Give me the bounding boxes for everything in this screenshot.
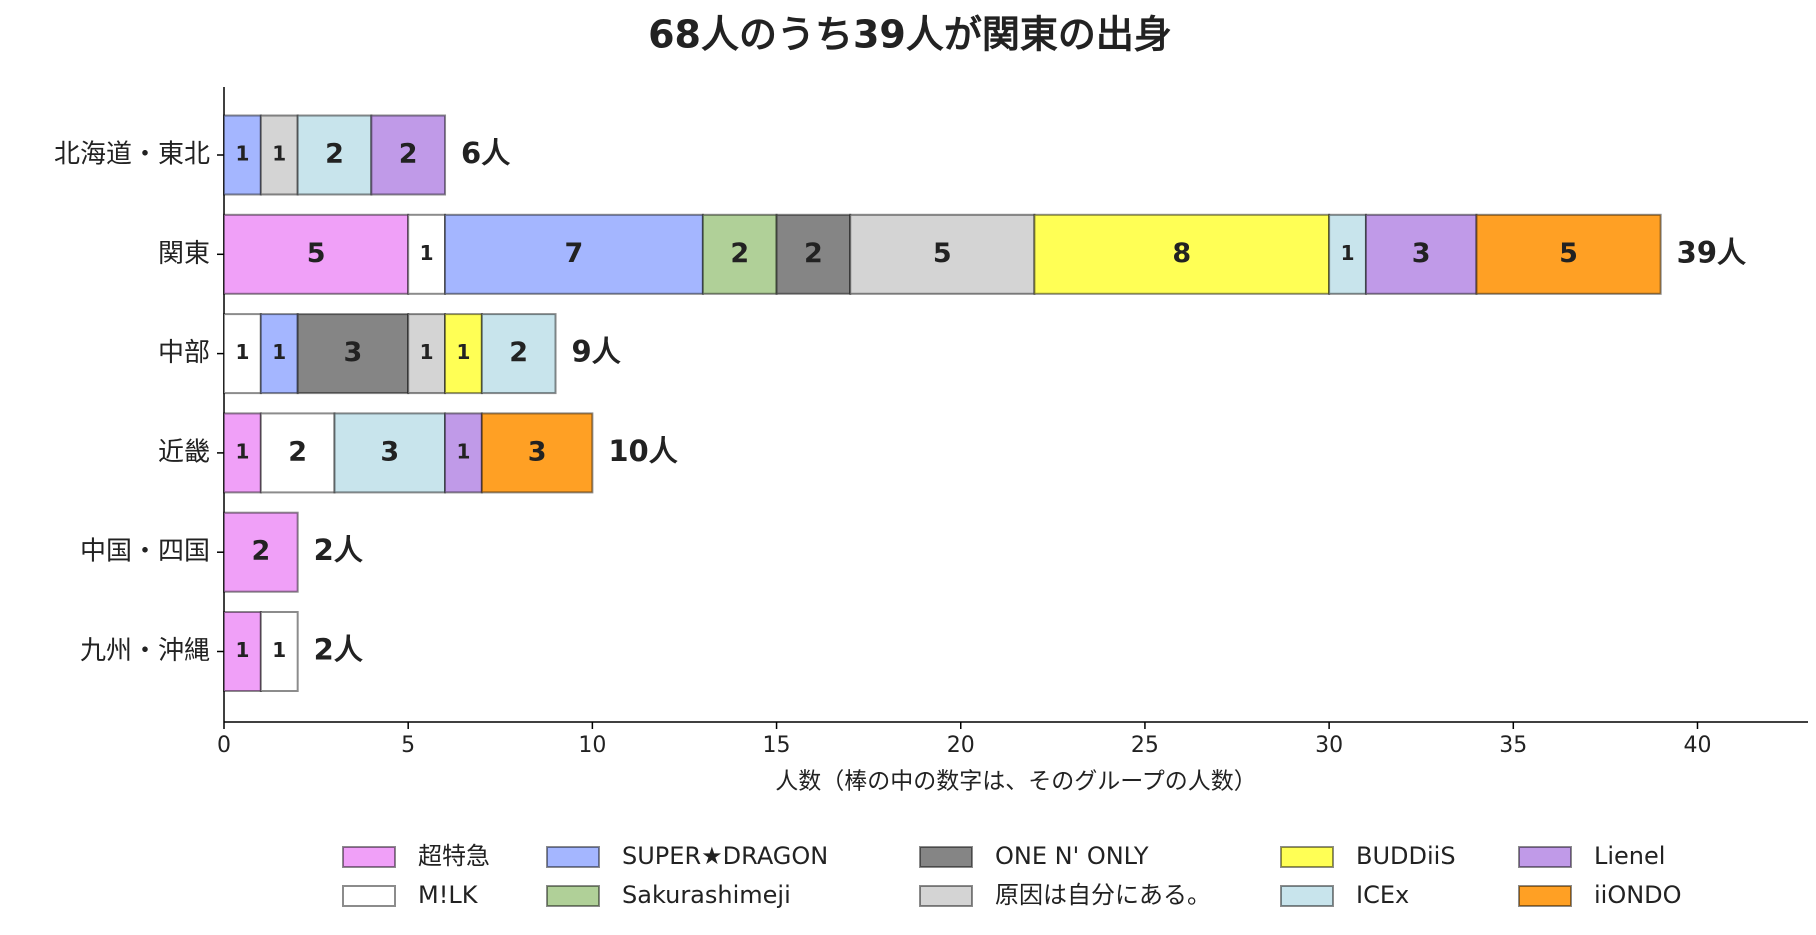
x-tick-label: 10	[578, 733, 606, 758]
total-label: 10人	[608, 434, 677, 468]
legend-label: ICEx	[1356, 881, 1409, 909]
value-label: 1	[235, 340, 249, 364]
y-tick-label: 九州・沖縄	[80, 636, 210, 666]
value-label: 1	[272, 638, 286, 662]
y-tick-label: 中部	[158, 338, 210, 368]
legend-swatch	[342, 885, 396, 907]
bar-segment	[444, 412, 483, 494]
value-label: 1	[420, 241, 434, 265]
value-label: 1	[420, 340, 434, 364]
y-tick-label: 近畿	[158, 437, 210, 467]
y-tick-label: 中国・四国	[80, 537, 210, 567]
value-label: 2	[399, 139, 418, 170]
bar-segment	[223, 511, 299, 593]
x-tick-label: 25	[1131, 733, 1159, 758]
x-tick-label: 0	[217, 733, 231, 758]
legend-swatch	[546, 846, 600, 868]
value-label: 3	[1412, 238, 1431, 269]
y-tick-label: 北海道・東北	[54, 140, 210, 170]
value-label: 8	[1172, 238, 1191, 269]
value-label: 5	[307, 238, 326, 269]
x-tick-label: 20	[947, 733, 975, 758]
value-label: 3	[344, 337, 363, 368]
x-tick-label: 35	[1499, 733, 1527, 758]
legend-label: iiONDO	[1594, 881, 1682, 909]
bar-segment	[407, 213, 447, 295]
value-label: 1	[1341, 241, 1355, 265]
x-tick-label: 40	[1683, 733, 1711, 758]
legend-swatch	[919, 885, 973, 907]
legend-label: SUPER★DRAGON	[622, 842, 828, 870]
value-label: 3	[528, 436, 547, 467]
total-label: 2人	[314, 633, 363, 667]
x-tick-label: 30	[1315, 733, 1343, 758]
legend-label: 超特急	[418, 842, 490, 870]
bar-segment	[223, 412, 262, 494]
legend-swatch	[919, 846, 973, 868]
total-label: 2人	[314, 533, 363, 567]
value-label: 2	[730, 238, 749, 269]
legend-label: Sakurashimeji	[622, 881, 791, 909]
bar-segment	[223, 313, 262, 395]
x-axis-label: 人数（棒の中の数字は、そのグループの人数）	[775, 769, 1257, 795]
bar-segment	[1364, 213, 1478, 295]
legend-swatch	[1518, 846, 1572, 868]
bar-segment	[849, 213, 1036, 295]
value-label: 1	[456, 340, 470, 364]
value-label: 2	[251, 536, 270, 567]
value-label: 2	[509, 337, 528, 368]
y-tick-label: 関東	[158, 239, 210, 269]
legend-swatch	[1518, 885, 1572, 907]
legend-swatch	[1280, 885, 1334, 907]
total-label: 6人	[461, 136, 510, 170]
bar-segment	[775, 213, 852, 295]
bar-segment	[296, 313, 410, 395]
bar-segment	[296, 114, 373, 196]
bar-segment	[480, 412, 594, 494]
legend-label: 原因は自分にある。	[995, 881, 1211, 909]
value-label: 1	[456, 439, 470, 463]
bar-segment	[259, 611, 299, 692]
bar-segment	[370, 114, 447, 196]
x-tick-label: 15	[763, 733, 791, 758]
value-label: 2	[288, 436, 307, 467]
legend-label: ONE N' ONLY	[995, 842, 1149, 870]
value-label: 2	[325, 139, 344, 170]
legend-swatch	[1280, 846, 1334, 868]
bar-segment	[223, 114, 262, 196]
value-label: 7	[565, 238, 584, 269]
bar-segment	[480, 313, 557, 395]
legend-swatch	[342, 846, 396, 868]
total-label: 9人	[572, 335, 621, 369]
legend-label: Lienel	[1594, 842, 1665, 870]
value-label: 1	[235, 638, 249, 662]
bar-segment	[259, 313, 299, 395]
value-label: 1	[272, 142, 286, 166]
legend-swatch	[546, 885, 600, 907]
bar-segment	[223, 213, 410, 295]
legend-label: BUDDiiS	[1356, 842, 1456, 870]
x-tick-label: 5	[401, 733, 415, 758]
chart-title: 68人のうち39人が関東の出身	[648, 13, 1172, 57]
bar-segment	[223, 611, 262, 692]
bar-segment	[444, 213, 704, 295]
bar-segment	[333, 412, 447, 494]
bar-segment	[259, 114, 299, 196]
value-label: 1	[235, 142, 249, 166]
value-label: 3	[380, 436, 399, 467]
value-label: 5	[933, 238, 952, 269]
value-label: 1	[272, 340, 286, 364]
total-label: 39人	[1677, 235, 1746, 269]
value-label: 2	[804, 238, 823, 269]
bar-segment	[1475, 213, 1662, 295]
value-label: 5	[1559, 238, 1578, 269]
value-label: 1	[235, 439, 249, 463]
bar-segment	[1033, 213, 1331, 295]
legend-label: M!LK	[418, 881, 479, 909]
bar-segment	[407, 313, 447, 395]
